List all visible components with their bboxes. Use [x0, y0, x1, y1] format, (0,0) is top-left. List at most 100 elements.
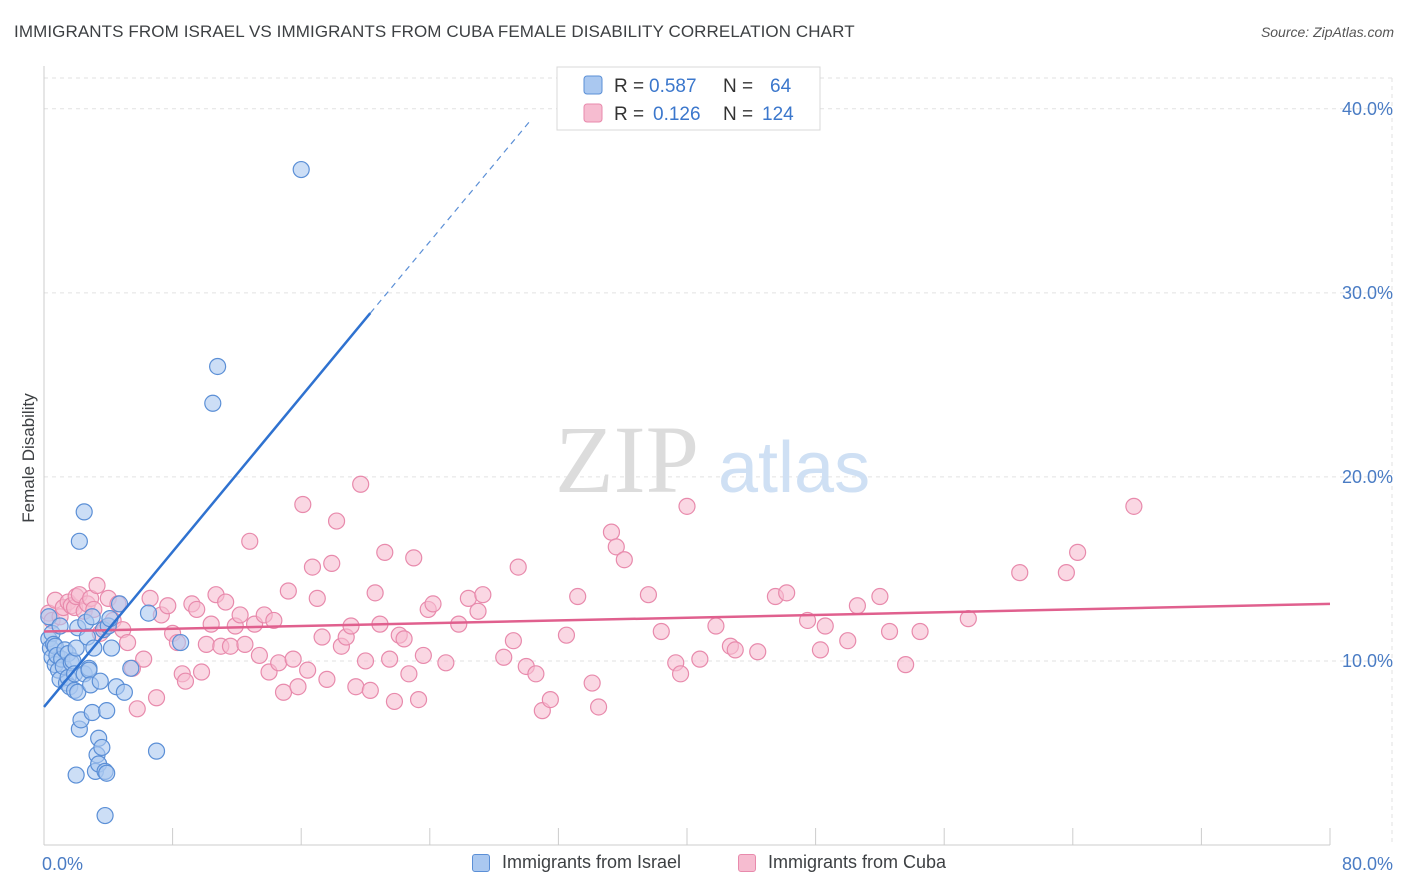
cuba-point	[409, 691, 428, 709]
y-tick-label: 40.0%	[1342, 99, 1393, 119]
cuba-point	[313, 628, 331, 646]
cuba-point	[437, 654, 455, 672]
cuba-point	[176, 672, 195, 690]
cuba-point	[118, 633, 137, 652]
x-tick-label-max: 80.0%	[1342, 854, 1393, 874]
bottom-legend: Immigrants from Israel Immigrants from C…	[0, 852, 1406, 876]
y-tick-label: 20.0%	[1342, 467, 1393, 487]
israel-point	[83, 703, 101, 722]
cuba-point	[303, 558, 322, 576]
cuba-point	[361, 681, 379, 700]
cuba-r-label: R =	[614, 104, 644, 125]
cuba-point	[541, 691, 559, 709]
legend-label-cuba: Immigrants from Cuba	[768, 852, 947, 872]
cuba-point	[557, 626, 576, 644]
legend-item-israel: Immigrants from Israel	[472, 852, 681, 873]
israel-r-label: R =	[614, 76, 644, 97]
israel-point	[40, 608, 58, 626]
cuba-point	[652, 622, 670, 641]
cuba-point	[414, 646, 432, 665]
israel-n-value: 64	[770, 76, 792, 97]
cuba-point	[1057, 564, 1075, 582]
cuba-point	[270, 654, 288, 672]
ticks	[43, 828, 1331, 845]
cuba-point	[217, 593, 235, 611]
cuba-point	[897, 656, 915, 674]
israel-point	[204, 394, 222, 412]
cuba-point	[569, 587, 587, 606]
cuba-point	[589, 698, 608, 716]
cuba-point	[294, 495, 312, 514]
cuba-point	[327, 512, 346, 530]
stats-legend: R = 0.587 N = 64 R = 0.126 N = 124	[556, 66, 821, 131]
israel-point	[98, 702, 116, 720]
israel-point	[172, 633, 190, 652]
cuba-point	[159, 597, 177, 615]
israel-r-value: 0.587	[649, 76, 697, 97]
cuba-point	[424, 595, 442, 613]
israel-point	[67, 639, 85, 657]
cuba-point	[197, 635, 215, 653]
cuba-point	[241, 532, 259, 550]
cuba-point	[318, 670, 336, 688]
cuba-point	[128, 700, 146, 718]
cuba-trend-line	[43, 602, 1331, 633]
israel-point	[122, 659, 140, 677]
cuba-point	[221, 637, 240, 655]
cuba-point	[474, 586, 492, 604]
watermark-atlas: atlas	[718, 428, 870, 508]
cuba-point	[250, 646, 269, 665]
cuba-point	[274, 683, 293, 701]
israel-point	[75, 503, 93, 521]
watermark-zip: ZIP	[555, 406, 699, 513]
israel-trend-line	[43, 312, 372, 708]
cuba-point	[811, 641, 830, 659]
israel-trend-extension	[369, 121, 530, 314]
cuba-point	[284, 650, 302, 668]
cuba-point	[141, 589, 159, 607]
cuba-point	[450, 615, 468, 633]
cuba-point	[778, 584, 796, 602]
cuba-point	[395, 630, 413, 648]
cuba-point	[495, 648, 513, 666]
cuba-point	[231, 606, 249, 624]
israel-point	[67, 766, 85, 784]
cuba-point	[88, 576, 106, 595]
cuba-point	[615, 551, 633, 569]
chart-title: IMMIGRANTS FROM ISRAEL VS IMMIGRANTS FRO…	[14, 22, 855, 41]
cuba-point	[279, 582, 297, 600]
israel-point	[147, 742, 166, 760]
cuba-point	[236, 635, 254, 653]
cuba-point	[469, 602, 487, 620]
israel-point	[292, 160, 310, 179]
y-axis-label: Female Disability	[19, 393, 38, 523]
legend-label-israel: Immigrants from Israel	[502, 852, 682, 872]
cuba-point	[192, 663, 211, 681]
cuba-point	[671, 665, 690, 683]
israel-point	[102, 639, 121, 657]
cuba-n-value: 124	[762, 104, 794, 125]
legend-swatch-cuba	[738, 853, 756, 872]
cuba-point	[1011, 564, 1029, 582]
x-tick-label-min: 0.0%	[42, 854, 83, 874]
cuba-r-value: 0.126	[653, 104, 701, 125]
israel-point	[98, 764, 116, 782]
israel-point	[209, 357, 227, 376]
cuba-point	[366, 584, 384, 602]
cuba-point	[678, 497, 696, 515]
cuba-point	[880, 622, 899, 641]
israel-point	[91, 672, 109, 690]
cuba-point	[871, 587, 889, 606]
cuba-point	[798, 611, 817, 630]
israel-point	[70, 532, 88, 550]
israel-point	[83, 608, 101, 626]
israel-swatch	[583, 75, 603, 95]
source-label: Source: ZipAtlas.com	[1260, 24, 1394, 40]
cuba-point	[376, 543, 394, 561]
cuba-point	[381, 650, 399, 668]
cuba-point	[356, 652, 375, 670]
cuba-point	[347, 678, 365, 696]
cuba-point	[352, 475, 370, 493]
israel-point	[115, 683, 133, 701]
